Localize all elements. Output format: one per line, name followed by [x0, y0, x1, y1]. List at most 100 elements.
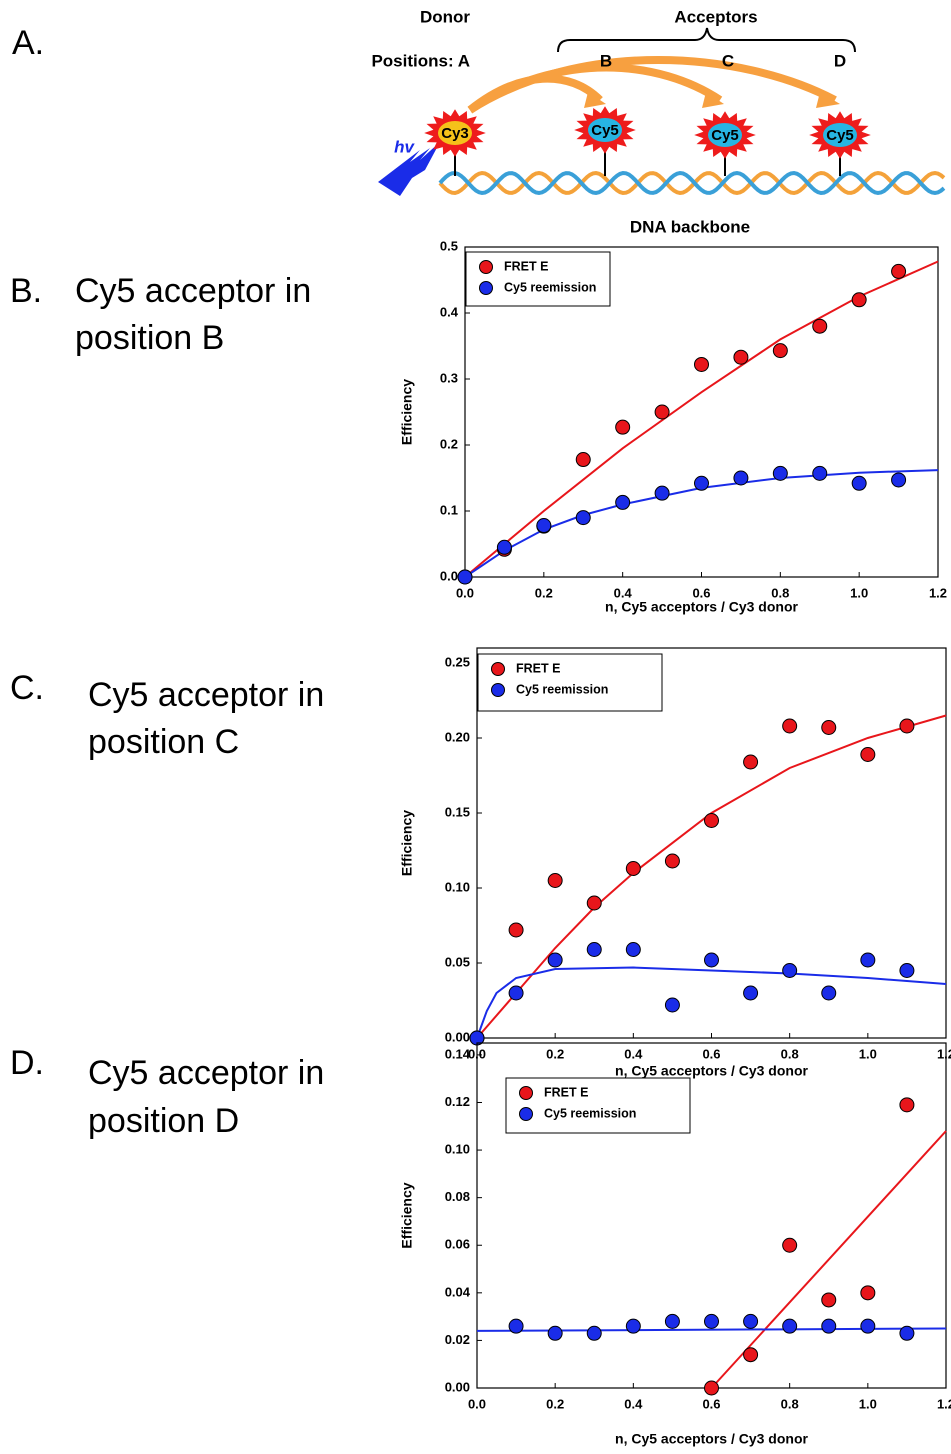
- data-point: [782, 1237, 798, 1253]
- data-point: [821, 1292, 837, 1308]
- panel-caption: Cy5 acceptor in: [88, 676, 324, 714]
- panel-caption: Cy5 acceptor in: [75, 272, 311, 310]
- data-point: [851, 475, 867, 491]
- data-point: [664, 853, 680, 869]
- dye-core: [588, 118, 622, 142]
- arrow-head: [584, 92, 606, 108]
- data-point: [821, 985, 837, 1001]
- dye-label: Cy3: [441, 125, 469, 142]
- legend-box: [465, 251, 611, 307]
- x-tick-label: 0.6: [692, 585, 710, 600]
- data-point: [782, 1318, 798, 1334]
- data-point: [704, 1313, 719, 1329]
- fit-line: [710, 1130, 947, 1389]
- data-point: [899, 963, 915, 978]
- data-point: [772, 343, 788, 359]
- data-point: [704, 813, 719, 828]
- panel-caption: position B: [75, 319, 224, 357]
- legend-box: [477, 653, 663, 712]
- y-axis-label: Efficiency: [399, 1182, 415, 1248]
- data-point: [575, 452, 591, 468]
- brace: [557, 27, 856, 53]
- legend-label: Cy5 reemission: [504, 280, 596, 294]
- panel-caption: position C: [88, 723, 239, 761]
- light-label: hv: [394, 137, 415, 156]
- y-tick-label: 0.5: [440, 238, 458, 253]
- data-point: [496, 539, 512, 555]
- data-point: [457, 569, 473, 585]
- data-point: [536, 518, 552, 534]
- data-point: [743, 754, 759, 770]
- data-point: [575, 510, 591, 526]
- panel-caption: Cy5 acceptor in: [88, 1054, 324, 1092]
- data-point: [625, 1318, 641, 1334]
- panel-letter: C.: [10, 669, 44, 707]
- fit-line: [476, 966, 947, 1039]
- legend-marker: [491, 683, 505, 697]
- panel-letter: B.: [10, 272, 42, 310]
- data-point: [694, 475, 709, 491]
- y-tick-label: 0.0: [440, 568, 458, 583]
- data-point: [743, 985, 759, 1001]
- legend-marker: [479, 260, 493, 274]
- x-tick-label: 1.2: [937, 1046, 951, 1061]
- x-axis-label: n, Cy5 acceptors / Cy3 donor: [615, 1431, 808, 1447]
- data-point: [851, 292, 867, 308]
- x-tick-label: 0.4: [614, 585, 633, 600]
- chart: 0.0 0.2 0.4 0.6 0.8 1.0 1.2 0.00 0.02 0.04 0.06 0.0…: [399, 1042, 951, 1447]
- data-point: [625, 942, 641, 957]
- legend-marker: [491, 662, 505, 676]
- light-bolt: [378, 142, 440, 196]
- data-point: [586, 1325, 602, 1341]
- position-label: C: [722, 51, 734, 70]
- x-tick-label: 0.0: [456, 585, 474, 600]
- x-axis-label: n, Cy5 acceptors / Cy3 donor: [605, 599, 798, 615]
- x-tick-label: 0.8: [771, 585, 789, 600]
- legend-label: FRET E: [544, 1085, 588, 1099]
- y-tick-label: 0.1: [440, 502, 458, 517]
- dna-helix: [438, 170, 946, 196]
- arrow-head: [816, 92, 840, 108]
- data-point: [891, 472, 907, 488]
- data-point: [782, 718, 798, 734]
- y-tick-label: 0.20: [445, 729, 470, 744]
- data-point: [812, 465, 828, 481]
- data-point: [743, 1347, 759, 1363]
- data-point: [860, 952, 876, 968]
- chart: 0.00.20.40.60.81.01.20.000.050.100.150.2…: [399, 647, 951, 1079]
- x-tick-label: 0.6: [702, 1046, 720, 1061]
- panel-caption: position D: [88, 1102, 239, 1140]
- y-tick-label: 0.14: [445, 1046, 471, 1061]
- position-label: B: [600, 51, 612, 70]
- data-point: [821, 720, 837, 735]
- positions-label: Positions: A: [371, 51, 470, 70]
- data-point: [694, 356, 709, 372]
- data-point: [615, 419, 631, 435]
- position-label: D: [834, 51, 846, 70]
- y-tick-label: 0.3: [440, 370, 458, 385]
- data-point: [812, 318, 828, 334]
- x-tick-label: 0.2: [546, 1396, 564, 1411]
- data-point: [625, 861, 641, 876]
- donor-label: Donor: [420, 7, 470, 26]
- x-tick-label: 1.2: [929, 585, 947, 600]
- x-tick-label: 1.0: [850, 585, 868, 600]
- y-tick-label: 0.2: [440, 436, 458, 451]
- x-tick-label: 1.2: [937, 1396, 951, 1411]
- data-point: [860, 1318, 876, 1334]
- dye-label: Cy5: [826, 127, 854, 144]
- data-point: [664, 997, 680, 1013]
- x-tick-label: 0.8: [781, 1046, 799, 1061]
- data-point: [547, 873, 563, 888]
- arrow-head: [702, 92, 724, 108]
- y-tick-label: 0.08: [445, 1189, 470, 1204]
- data-point: [733, 349, 749, 365]
- y-axis-label: Efficiency: [399, 810, 415, 876]
- y-tick-label: 0.06: [445, 1237, 470, 1252]
- data-point: [899, 718, 915, 734]
- x-tick-label: 0.0: [468, 1396, 486, 1411]
- data-point: [508, 1318, 524, 1334]
- data-point: [586, 942, 602, 957]
- legend-marker: [479, 281, 493, 295]
